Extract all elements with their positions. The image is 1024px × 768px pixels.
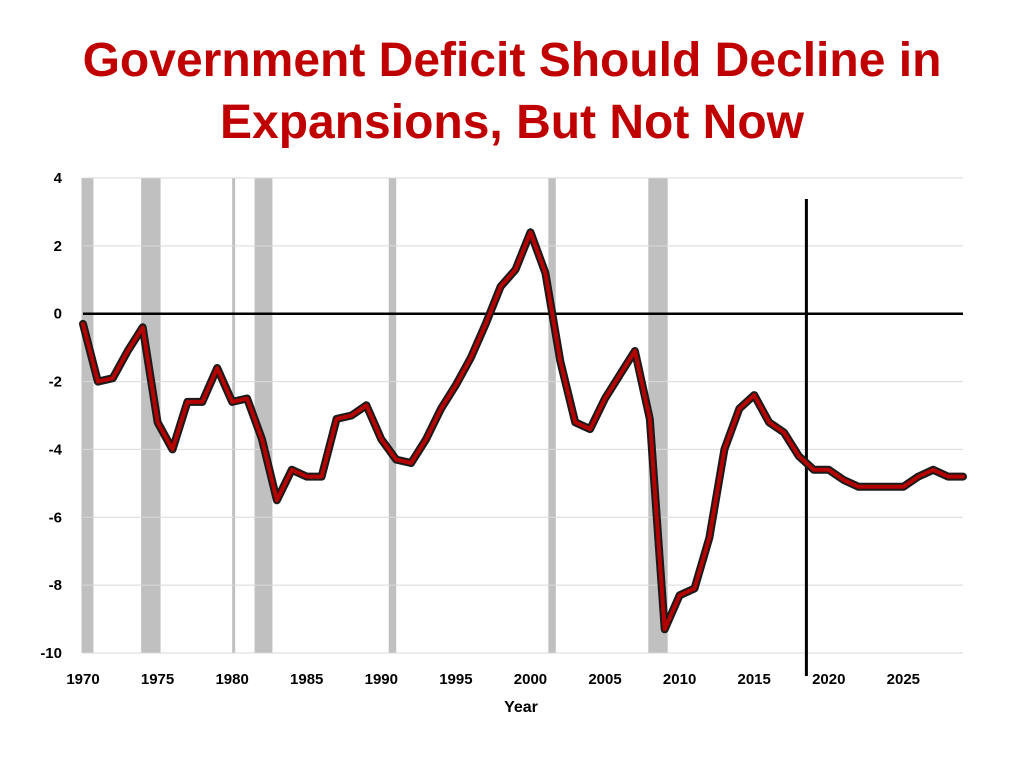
x-tick-label: 2025 [887, 671, 920, 688]
recession-bands [81, 178, 668, 653]
recession-band [388, 178, 397, 653]
y-tick-label: 4 [54, 170, 63, 187]
recession-band [648, 178, 668, 653]
y-tick-label: 2 [54, 238, 62, 255]
x-tick-label: 1985 [290, 671, 323, 688]
y-tick-label: 0 [54, 306, 62, 323]
recession-band [81, 178, 94, 653]
y-tick-labels: 4 2 0 -2 -4 -6 -8 -10 [40, 170, 62, 662]
x-tick-label: 1970 [66, 671, 99, 688]
x-tick-label: 2005 [588, 671, 621, 688]
x-tick-label: 2015 [737, 671, 770, 688]
x-tick-label: 1980 [215, 671, 248, 688]
x-tick-label: 2000 [514, 671, 547, 688]
y-tick-label: -10 [40, 645, 62, 662]
y-tick-label: -6 [49, 509, 62, 526]
y-tick-label: -4 [49, 441, 63, 458]
x-tick-label: 1975 [141, 671, 174, 688]
x-tick-label: 2010 [663, 671, 696, 688]
recession-band [141, 178, 161, 653]
series-line-outline [79, 228, 967, 634]
deficit-series [79, 228, 967, 634]
series-line [81, 230, 965, 632]
x-axis-label: Year [504, 699, 538, 716]
chart-title: Government Deficit Should Decline in Exp… [82, 34, 942, 149]
y-tick-label: -8 [49, 577, 62, 594]
x-tick-label: 1990 [365, 671, 398, 688]
recession-band [548, 178, 556, 653]
recession-band [254, 178, 273, 653]
x-tick-label: 2020 [812, 671, 845, 688]
y-tick-label: -2 [49, 374, 62, 391]
recession-band [232, 178, 236, 653]
x-tick-labels: 1970 1975 1980 1985 1990 1995 2000 2005 2010 2015… [66, 671, 920, 688]
x-tick-label: 1995 [439, 671, 472, 688]
